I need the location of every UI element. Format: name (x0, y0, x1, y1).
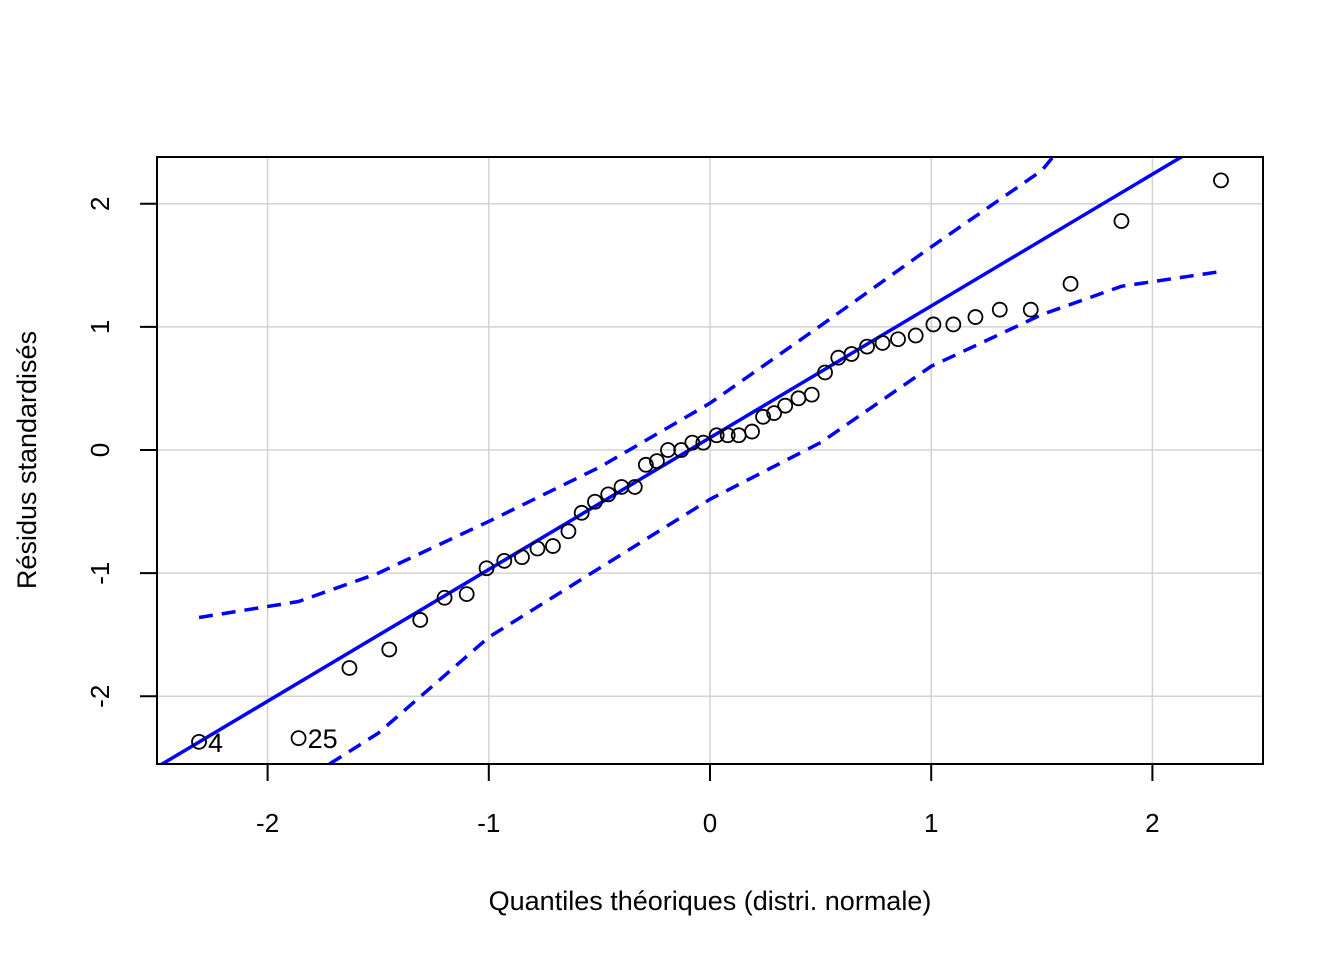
data-point-39 (907, 327, 924, 344)
data-point-22 (684, 434, 701, 451)
point-label-0: 4 (208, 728, 223, 758)
data-point-5 (436, 589, 453, 606)
confidence-envelope (198, 157, 1222, 764)
data-point-6 (458, 586, 475, 602)
data-point-23 (695, 434, 712, 451)
data-point-10 (529, 540, 546, 557)
data-point-30 (777, 397, 794, 414)
x-axis: -2 -1 0 1 2 (256, 764, 1160, 838)
data-point-8 (496, 552, 513, 569)
data-point-14 (587, 493, 603, 510)
data-point-27 (744, 423, 760, 440)
point-label-1: 25 (308, 724, 338, 754)
data-point-47 (1213, 172, 1229, 189)
x-tick-label-0: -2 (256, 808, 279, 838)
data-point-37 (874, 335, 891, 351)
data-point-32 (803, 386, 820, 403)
data-point-44 (1022, 301, 1039, 318)
x-axis-label: Quantiles théoriques (distri. normale) (489, 886, 932, 916)
data-point-25 (719, 427, 736, 444)
x-tick-label-3: 1 (924, 808, 938, 838)
data-point-24 (708, 427, 725, 444)
data-point-31 (790, 390, 807, 407)
data-point-29 (766, 405, 783, 421)
data-point-36 (859, 338, 875, 355)
grid-lines (157, 157, 1263, 764)
envelope-upper (198, 157, 1055, 620)
data-point-33 (817, 364, 833, 381)
data-point-41 (945, 316, 962, 333)
data-point-38 (890, 331, 906, 348)
data-point-21 (673, 442, 690, 458)
data-point-12 (560, 523, 577, 540)
data-point-45 (1062, 275, 1079, 292)
data-point-4 (412, 612, 429, 628)
data-point-17 (626, 479, 643, 495)
y-tick-label-2: 0 (85, 443, 115, 457)
x-tick-label-2: 0 (703, 808, 717, 838)
data-point-28 (755, 408, 771, 425)
data-point-0 (191, 733, 207, 750)
y-axis-label: Résidus standardisés (12, 331, 42, 589)
data-point-7 (478, 560, 495, 577)
envelope-lower (328, 269, 1222, 764)
data-point-13 (573, 504, 590, 521)
data-point-11 (545, 538, 561, 554)
data-point-35 (843, 346, 860, 362)
data-point-1 (290, 730, 307, 747)
data-point-3 (381, 641, 398, 658)
y-tick-label-3: 1 (85, 320, 115, 334)
y-tick-label-0: -2 (85, 685, 115, 708)
x-tick-label-4: 2 (1145, 808, 1159, 838)
x-tick-label-1: -1 (477, 808, 500, 838)
data-point-15 (600, 486, 617, 503)
y-tick-label-4: 2 (85, 197, 115, 211)
data-point-42 (967, 309, 984, 325)
data-point-43 (991, 301, 1008, 318)
data-point-19 (649, 453, 665, 470)
data-point-46 (1113, 213, 1130, 229)
data-points (191, 172, 1229, 750)
point-labels: 4 25 (208, 724, 338, 758)
data-point-9 (514, 549, 530, 566)
data-point-40 (925, 316, 942, 333)
data-point-18 (637, 456, 654, 473)
y-axis: -2 -1 0 1 2 (85, 197, 157, 708)
data-point-2 (341, 660, 358, 676)
y-tick-label-1: -1 (85, 562, 115, 585)
